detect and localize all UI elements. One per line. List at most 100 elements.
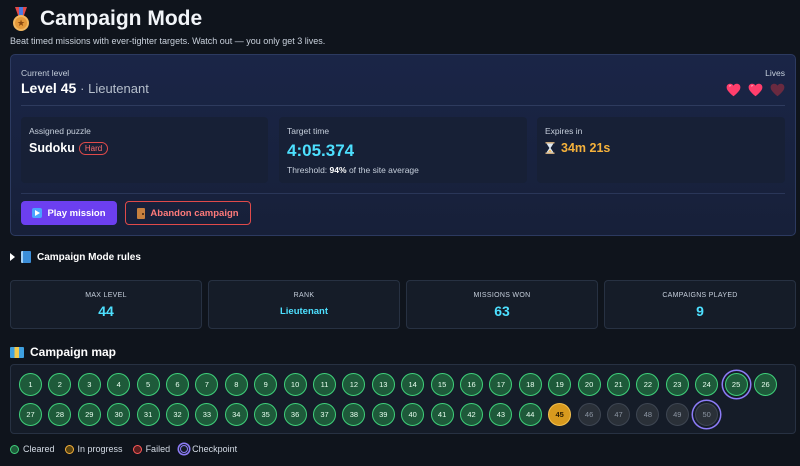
map-node-10[interactable]: 10 (283, 373, 307, 396)
threshold-value: 94% (329, 165, 347, 175)
cleared-dot-icon (10, 444, 19, 454)
play-mission-label: Play mission (47, 207, 106, 219)
map-node-22[interactable]: 22 (636, 373, 660, 396)
assigned-puzzle-panel: Assigned puzzle Sudoku Hard (21, 117, 268, 183)
stat-tile-max-level: MAX LEVEL 44 (10, 280, 202, 329)
map-node-45[interactable]: 45 (548, 403, 572, 426)
level-number: Level 45 (21, 80, 77, 96)
stat-tile-rank: RANK Lieutenant (208, 280, 400, 329)
map-node-47: 47 (607, 403, 630, 426)
map-node-16[interactable]: 16 (460, 373, 483, 396)
map-node-6[interactable]: 6 (166, 373, 189, 396)
map-legend: Cleared In progress Failed Checkpoint (10, 444, 237, 454)
assigned-puzzle-label: Assigned puzzle (29, 126, 91, 136)
map-node-13[interactable]: 13 (371, 373, 395, 396)
map-node-12[interactable]: 12 (342, 373, 366, 396)
map-node-2[interactable]: 2 (48, 373, 72, 396)
map-node-31[interactable]: 31 (136, 403, 160, 426)
lives-label: Lives (765, 68, 785, 78)
target-time-panel: Target time 4:05.374 Threshold: 94% of t… (279, 117, 527, 183)
stat-label: CAMPAIGNS PLAYED (662, 292, 738, 299)
map-node-29[interactable]: 29 (77, 403, 101, 426)
map-node-24[interactable]: 24 (695, 373, 719, 396)
divider (21, 105, 785, 106)
legend-in-progress: In progress (64, 444, 123, 454)
stat-value: Lieutenant (279, 306, 329, 317)
map-node-50: 50 (695, 403, 719, 426)
map-node-37[interactable]: 37 (313, 403, 336, 426)
map-node-39[interactable]: 39 (371, 403, 395, 426)
map-node-40[interactable]: 40 (401, 403, 425, 426)
expires-value: 34m 21s (561, 141, 611, 155)
map-node-5[interactable]: 5 (136, 373, 160, 396)
map-node-14[interactable]: 14 (401, 373, 425, 396)
lives-hearts (726, 83, 785, 97)
map-node-30[interactable]: 30 (107, 403, 131, 426)
map-node-11[interactable]: 11 (313, 373, 336, 396)
current-mission-card: Current level Level 45 · Lieutenant Live… (10, 54, 796, 236)
rules-toggle[interactable]: Campaign Mode rules (10, 251, 141, 263)
map-node-48: 48 (636, 403, 660, 426)
map-node-38[interactable]: 38 (342, 403, 366, 426)
legend-checkpoint: Checkpoint (180, 444, 237, 454)
map-node-8[interactable]: 8 (224, 373, 248, 396)
map-node-46: 46 (577, 403, 601, 426)
map-node-7[interactable]: 7 (195, 373, 219, 396)
map-node-9[interactable]: 9 (254, 373, 278, 396)
map-icon (10, 346, 24, 358)
door-icon (137, 207, 146, 219)
map-node-4[interactable]: 4 (107, 373, 131, 396)
page-title: Campaign Mode (40, 7, 203, 30)
map-node-3[interactable]: 3 (77, 373, 101, 396)
difficulty-badge: Hard (78, 141, 109, 155)
map-node-42[interactable]: 42 (460, 403, 483, 426)
checkpoint-dot-icon (180, 445, 189, 453)
map-node-36[interactable]: 36 (283, 403, 307, 426)
stat-tile-missions-won: MISSIONS WON 63 (406, 280, 598, 329)
map-node-27[interactable]: 27 (19, 403, 42, 426)
failed-dot-icon (132, 444, 142, 454)
stat-label: RANK (293, 292, 315, 299)
divider (21, 193, 785, 194)
map-node-44[interactable]: 44 (518, 403, 542, 426)
expires-label: Expires in (545, 126, 583, 136)
medal-icon: ★ (10, 7, 32, 31)
map-node-32[interactable]: 32 (166, 403, 189, 426)
map-node-18[interactable]: 18 (518, 373, 542, 396)
map-node-17[interactable]: 17 (489, 373, 513, 396)
map-node-28[interactable]: 28 (48, 403, 72, 426)
in-progress-dot-icon (64, 444, 74, 454)
page-header: ★ Campaign Mode Beat timed missions with… (10, 6, 325, 46)
map-node-1[interactable]: 1 (19, 373, 42, 396)
map-node-34[interactable]: 34 (224, 403, 248, 426)
map-node-49: 49 (665, 403, 689, 426)
map-node-33[interactable]: 33 (195, 403, 219, 426)
current-level-label: Current level (21, 68, 70, 78)
stat-value: 44 (98, 303, 114, 319)
target-time-value: 4:05.374 (287, 141, 355, 160)
stat-value: 9 (696, 303, 704, 319)
map-node-41[interactable]: 41 (430, 403, 454, 426)
map-node-25[interactable]: 25 (724, 373, 748, 396)
map-node-20[interactable]: 20 (577, 373, 601, 396)
map-node-21[interactable]: 21 (607, 373, 630, 396)
play-icon (32, 208, 43, 218)
map-node-35[interactable]: 35 (254, 403, 278, 426)
map-node-15[interactable]: 15 (430, 373, 454, 396)
current-level-value: Level 45 · Lieutenant (21, 80, 149, 96)
target-time-label: Target time (287, 126, 330, 136)
abandon-campaign-button[interactable]: Abandon campaign (125, 201, 251, 225)
map-node-26[interactable]: 26 (754, 373, 777, 396)
puzzle-name: Sudoku (29, 141, 75, 155)
rules-label: Campaign Mode rules (37, 251, 141, 263)
legend-failed: Failed (132, 444, 170, 454)
map-node-43[interactable]: 43 (489, 403, 513, 426)
map-node-19[interactable]: 19 (548, 373, 572, 396)
expires-panel: Expires in 34m 21s (537, 117, 785, 183)
map-node-23[interactable]: 23 (665, 373, 689, 396)
play-mission-button[interactable]: Play mission (21, 201, 117, 225)
legend-cleared: Cleared (10, 444, 55, 454)
disclosure-triangle-icon (10, 253, 15, 261)
stat-value: 63 (494, 303, 510, 319)
heart-empty-icon (770, 83, 785, 97)
